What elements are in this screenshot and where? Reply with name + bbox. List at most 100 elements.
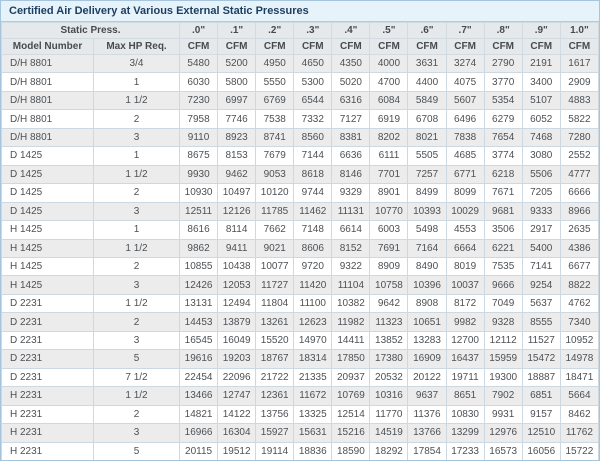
- cfm-cell: 8901: [370, 184, 408, 202]
- cfm-cell: 21335: [294, 368, 332, 386]
- cfm-cell: 4950: [256, 55, 294, 73]
- table-row: D/H 880127958774675387332712769196708649…: [2, 110, 599, 128]
- cfm-cell: 8966: [560, 202, 598, 220]
- cfm-cell: 7164: [408, 239, 446, 257]
- cfm-cell: 19114: [256, 442, 294, 460]
- cfm-cell: 8606: [294, 239, 332, 257]
- cfm-cell: 6030: [180, 73, 218, 91]
- cfm-cell: 10497: [218, 184, 256, 202]
- pressure-column-header: .8": [484, 23, 522, 39]
- cfm-cell: 8202: [370, 128, 408, 146]
- model-cell: D 2231: [2, 313, 94, 331]
- cfm-cell: 6052: [522, 110, 560, 128]
- model-cell: D 1425: [2, 184, 94, 202]
- cfm-cell: 2917: [522, 221, 560, 239]
- table-row: D 22315196161920318767183141785017380169…: [2, 350, 599, 368]
- cfm-cell: 15927: [256, 424, 294, 442]
- table-row: D/H 880116030580055505300502047004400407…: [2, 73, 599, 91]
- cfm-cell: 7902: [484, 387, 522, 405]
- cfm-cell: 8651: [446, 387, 484, 405]
- cfm-cell: 9681: [484, 202, 522, 220]
- pressure-column-header: .5": [370, 23, 408, 39]
- cfm-cell: 14122: [218, 405, 256, 423]
- table-row: H 22313169661630415927156311521614519137…: [2, 424, 599, 442]
- model-cell: D/H 8801: [2, 73, 94, 91]
- model-cell: D 2231: [2, 350, 94, 368]
- cfm-cell: 11104: [332, 276, 370, 294]
- cfm-cell: 9931: [484, 405, 522, 423]
- hp-cell: 1 1/2: [94, 165, 180, 183]
- cfm-cell: 17850: [332, 350, 370, 368]
- cfm-cell: 4700: [370, 73, 408, 91]
- hp-cell: 2: [94, 313, 180, 331]
- hp-cell: 1 1/2: [94, 387, 180, 405]
- cfm-unit-header: CFM: [370, 39, 408, 55]
- cfm-cell: 10438: [218, 257, 256, 275]
- cfm-cell: 6769: [256, 91, 294, 109]
- cfm-cell: 8114: [218, 221, 256, 239]
- cfm-cell: 18590: [332, 442, 370, 460]
- cfm-unit-header: CFM: [408, 39, 446, 55]
- model-cell: D 2231: [2, 368, 94, 386]
- cfm-cell: 16545: [180, 331, 218, 349]
- cfm-cell: 11376: [408, 405, 446, 423]
- cfm-unit-header: CFM: [332, 39, 370, 55]
- cfm-unit-header: CFM: [180, 39, 218, 55]
- cfm-cell: 7679: [256, 147, 294, 165]
- cfm-unit-header: CFM: [446, 39, 484, 55]
- cfm-cell: 7838: [446, 128, 484, 146]
- model-cell: H 2231: [2, 387, 94, 405]
- cfm-cell: 9411: [218, 239, 256, 257]
- model-cell: D/H 8801: [2, 128, 94, 146]
- hp-cell: 1 1/2: [94, 294, 180, 312]
- static-press-header: Static Press.: [2, 23, 180, 39]
- cfm-cell: 12112: [484, 331, 522, 349]
- cfm-cell: 7141: [522, 257, 560, 275]
- cfm-cell: 11672: [294, 387, 332, 405]
- cfm-cell: 13852: [370, 331, 408, 349]
- cfm-cell: 12747: [218, 387, 256, 405]
- cfm-cell: 12126: [218, 202, 256, 220]
- cfm-unit-header: CFM: [294, 39, 332, 55]
- cfm-cell: 12426: [180, 276, 218, 294]
- cfm-cell: 1617: [560, 55, 598, 73]
- cfm-cell: 4000: [370, 55, 408, 73]
- cfm-unit-header: CFM: [484, 39, 522, 55]
- hp-cell: 1: [94, 73, 180, 91]
- cfm-cell: 7257: [408, 165, 446, 183]
- model-cell: H 2231: [2, 442, 94, 460]
- model-cell: D 1425: [2, 165, 94, 183]
- cfm-cell: 5607: [446, 91, 484, 109]
- cfm-cell: 8499: [408, 184, 446, 202]
- pressure-column-header: .0": [180, 23, 218, 39]
- table-row: D/H 88011 1/2723069976769654463166084584…: [2, 91, 599, 109]
- pressure-column-header: 1.0": [560, 23, 598, 39]
- cfm-cell: 5498: [408, 221, 446, 239]
- cfm-cell: 6221: [484, 239, 522, 257]
- model-cell: D 1425: [2, 202, 94, 220]
- cfm-cell: 3631: [408, 55, 446, 73]
- model-cell: D 1425: [2, 147, 94, 165]
- hp-cell: 2: [94, 184, 180, 202]
- cfm-cell: 9322: [332, 257, 370, 275]
- cfm-cell: 13879: [218, 313, 256, 331]
- cfm-cell: 8908: [408, 294, 446, 312]
- cfm-cell: 13325: [294, 405, 332, 423]
- hp-cell: 1 1/2: [94, 91, 180, 109]
- cfm-cell: 10830: [446, 405, 484, 423]
- hp-cell: 1 1/2: [94, 239, 180, 257]
- cfm-cell: 7958: [180, 110, 218, 128]
- cfm-cell: 8618: [294, 165, 332, 183]
- hp-cell: 3/4: [94, 55, 180, 73]
- table-row: H 22315201151951219114188361859018292178…: [2, 442, 599, 460]
- air-delivery-table: Static Press..0".1".2".3".4".5".6".7".8"…: [1, 22, 599, 461]
- cfm-cell: 11785: [256, 202, 294, 220]
- table-row: D/H 88013/454805200495046504350400036313…: [2, 55, 599, 73]
- cfm-cell: 4350: [332, 55, 370, 73]
- cfm-cell: 19512: [218, 442, 256, 460]
- cfm-cell: 10952: [560, 331, 598, 349]
- cfm-cell: 7662: [256, 221, 294, 239]
- cfm-cell: 12511: [180, 202, 218, 220]
- cfm-cell: 3506: [484, 221, 522, 239]
- cfm-cell: 5800: [218, 73, 256, 91]
